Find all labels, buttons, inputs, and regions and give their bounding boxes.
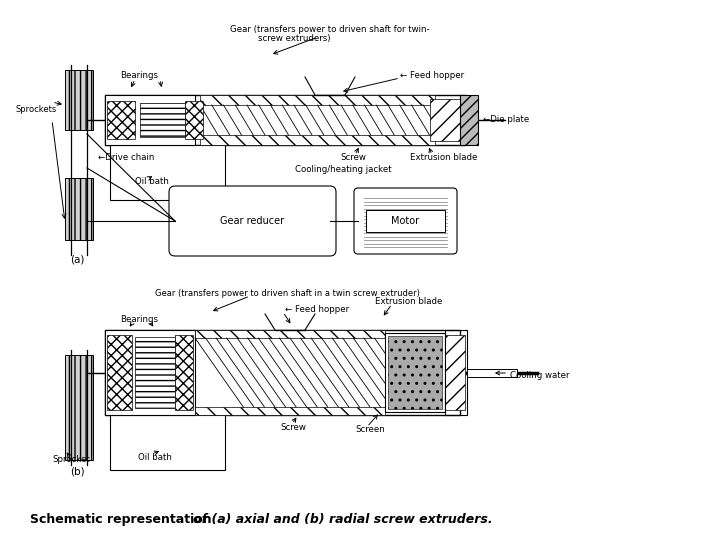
Bar [105, 95, 465, 145]
Text: Extrusion blade: Extrusion blade [375, 298, 442, 307]
Text: Motor: Motor [392, 216, 420, 226]
Bar [430, 99, 460, 141]
Text: Sprockets: Sprockets [16, 105, 58, 114]
Bar [140, 103, 185, 137]
Text: (a): (a) [70, 255, 84, 265]
Text: Sprocket: Sprocket [52, 456, 90, 464]
FancyBboxPatch shape [169, 186, 336, 256]
Bar [200, 95, 435, 105]
Bar [110, 415, 225, 470]
Bar [107, 335, 132, 410]
Bar [445, 335, 465, 410]
Text: Screw: Screw [340, 153, 366, 163]
Text: Bearings: Bearings [120, 71, 158, 80]
Text: Screw: Screw [280, 422, 306, 431]
Bar [366, 210, 445, 232]
Bar [388, 336, 442, 409]
Text: Oil bath: Oil bath [135, 178, 169, 186]
Bar [445, 330, 467, 415]
Text: of (a) axial and (b) radial screw extruders.: of (a) axial and (b) radial screw extrud… [193, 514, 492, 526]
Bar [107, 101, 135, 139]
Bar [460, 95, 478, 145]
Bar [105, 95, 195, 145]
Text: Gear (transfers power to driven shaft in a twin screw extruder): Gear (transfers power to driven shaft in… [155, 289, 420, 299]
Text: (b): (b) [70, 467, 85, 477]
Text: Gear (transfers power to driven shaft for twin-: Gear (transfers power to driven shaft fo… [230, 25, 430, 35]
Text: Cooling water: Cooling water [510, 370, 570, 380]
Bar [65, 355, 93, 460]
Text: screw extruders): screw extruders) [258, 35, 330, 44]
Bar [105, 330, 460, 415]
Bar [175, 335, 193, 410]
Text: Cooling/heating jacket: Cooling/heating jacket [295, 165, 392, 173]
Text: Schematic representation: Schematic representation [30, 514, 216, 526]
Text: Oil bath: Oil bath [138, 453, 172, 462]
Bar [105, 330, 195, 415]
Bar [195, 407, 385, 415]
Bar [65, 70, 93, 130]
Bar [385, 333, 445, 412]
Text: Screen: Screen [355, 426, 384, 435]
FancyBboxPatch shape [354, 188, 457, 254]
Bar [467, 368, 517, 376]
Bar [200, 135, 435, 145]
Text: ← Feed hopper: ← Feed hopper [285, 306, 349, 314]
Bar [110, 145, 225, 200]
Text: Extrusion blade: Extrusion blade [410, 153, 477, 163]
Text: Bearings: Bearings [120, 315, 158, 325]
Bar [195, 330, 385, 338]
Bar [65, 178, 93, 240]
Bar [185, 101, 203, 139]
Text: Gear reducer: Gear reducer [220, 216, 284, 226]
Text: ←Drive chain: ←Drive chain [98, 153, 154, 163]
Text: ← Feed hopper: ← Feed hopper [400, 71, 464, 80]
Bar [135, 337, 175, 408]
Text: ←Die plate: ←Die plate [483, 116, 529, 125]
